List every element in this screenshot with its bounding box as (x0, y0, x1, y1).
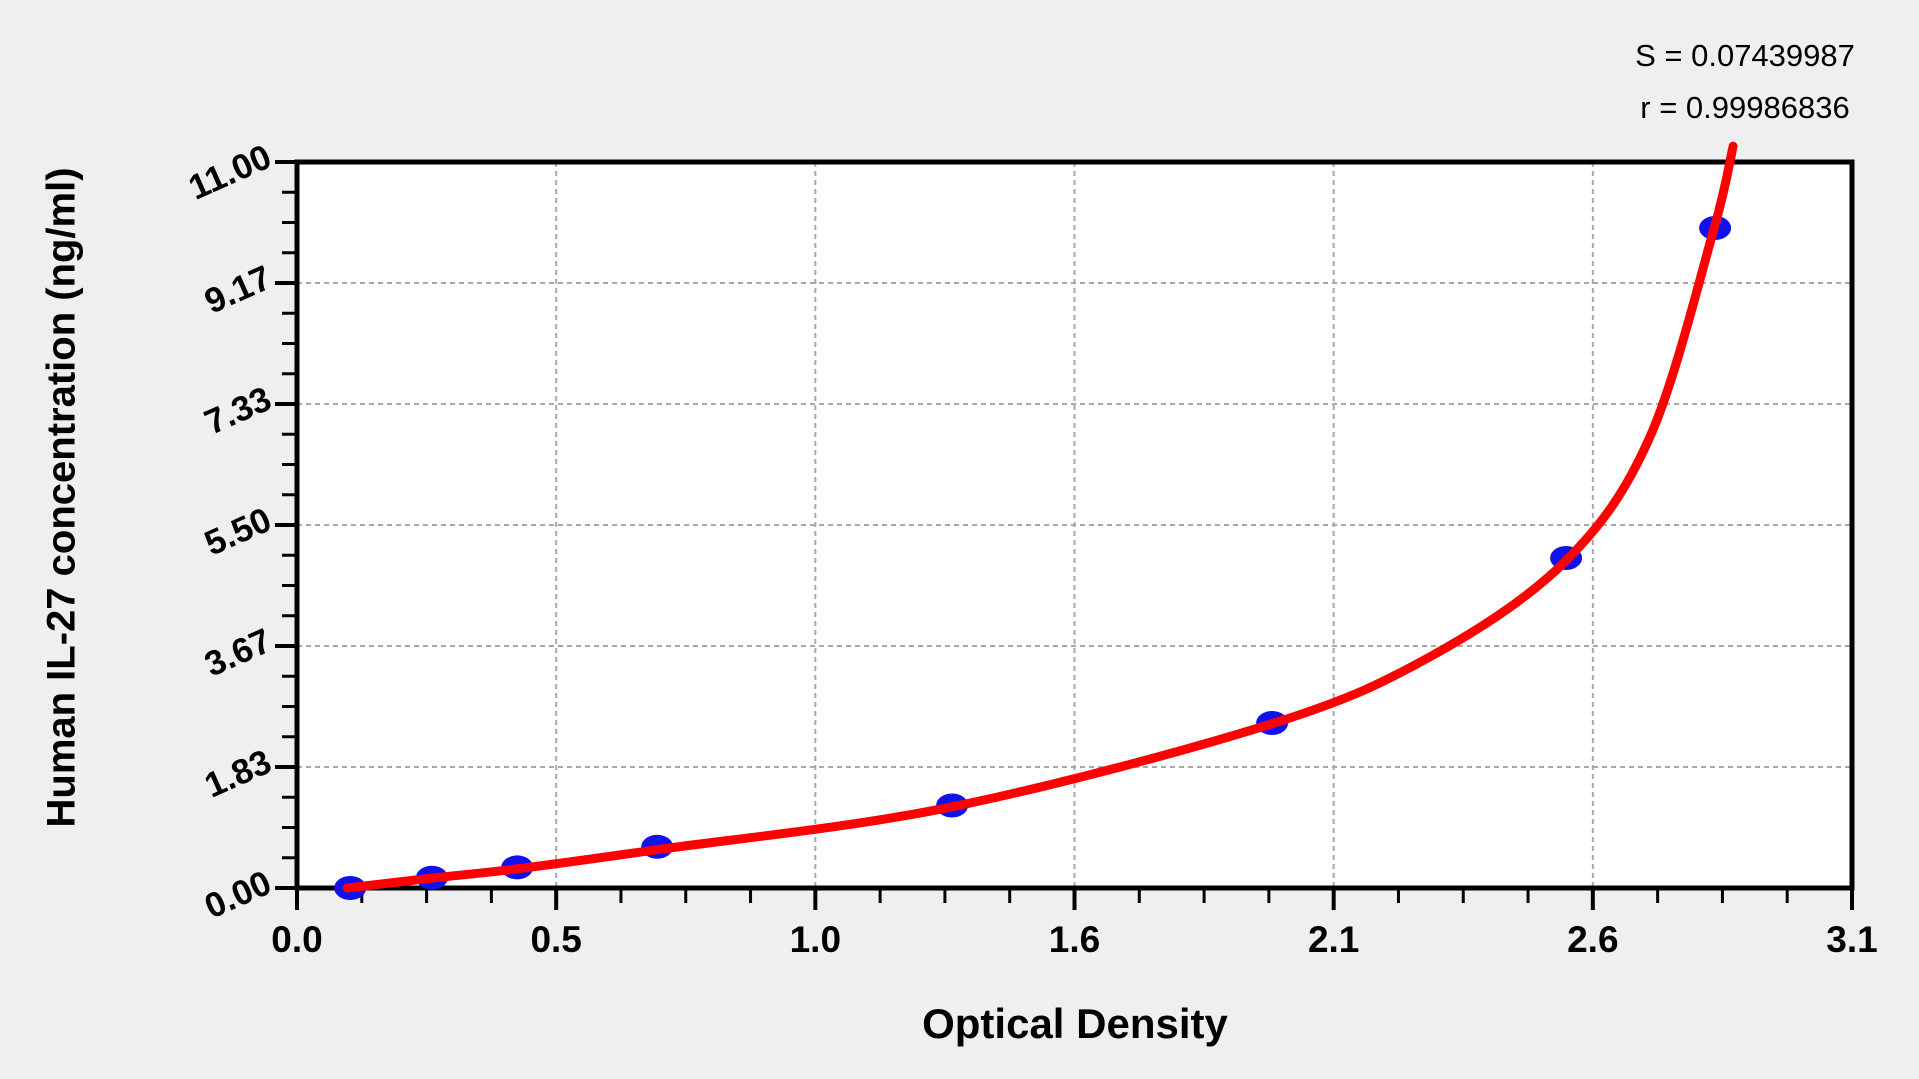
stat-r-value: r = 0.99986836 (1640, 90, 1850, 125)
fitted-curve (342, 141, 1738, 893)
x-tick-label: 3.1 (1826, 919, 1877, 960)
y-tick-label: 7.33 (199, 379, 277, 442)
x-tick-label: 1.6 (1049, 919, 1100, 960)
fit-statistics: S = 0.07439987 r = 0.99986836 (1545, 30, 1919, 134)
stat-s-value: S = 0.07439987 (1635, 38, 1855, 73)
y-axis-title: Human IL-27 concentration (ng/ml) (39, 167, 84, 828)
y-tick-label: 3.67 (199, 621, 277, 684)
y-tick-label: 1.83 (199, 742, 277, 805)
x-tick-label: 1.0 (790, 919, 841, 960)
x-tick-label: 2.6 (1567, 919, 1618, 960)
y-tick-label: 11.00 (183, 137, 277, 207)
x-axis-title: Optical Density (922, 1000, 1228, 1047)
plot-frame (294, 159, 1855, 891)
y-tick-label: 9.17 (199, 258, 277, 321)
y-tick-label: 5.50 (199, 500, 277, 563)
x-tick-label: 0.5 (530, 919, 581, 960)
x-tick-label: 0.0 (271, 919, 322, 960)
x-tick-label: 2.1 (1308, 919, 1359, 960)
y-tick-label: 0.00 (199, 863, 277, 926)
